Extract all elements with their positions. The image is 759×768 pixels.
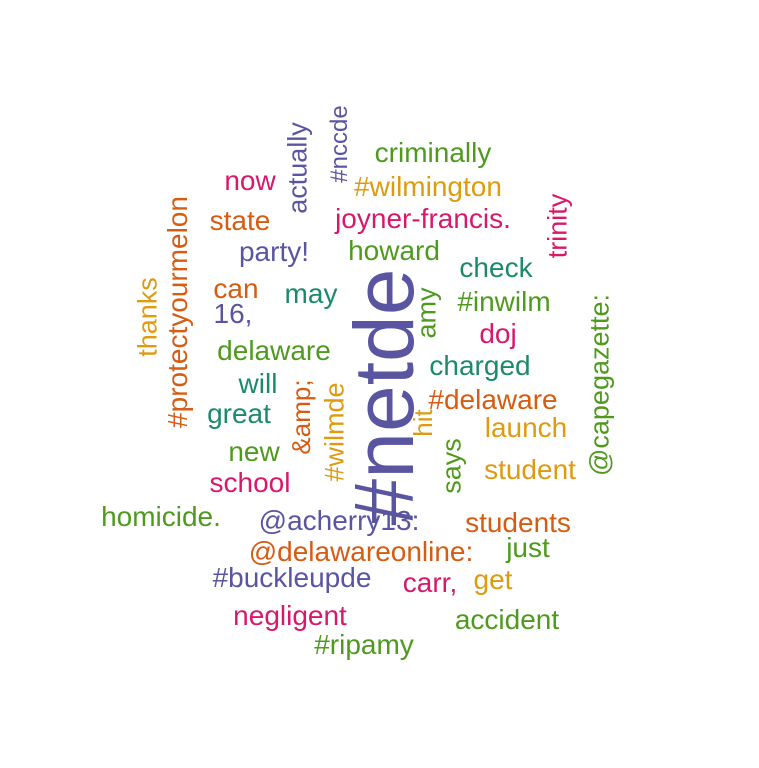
word-acherry13: @acherry13: <box>258 505 420 536</box>
word-negligent: negligent <box>233 600 347 631</box>
word-now: now <box>224 165 276 196</box>
word-amy: amy <box>411 287 442 339</box>
word-party: party! <box>238 236 310 267</box>
word-16: 16, <box>213 298 253 329</box>
word-delaware: delaware <box>217 335 331 366</box>
word-hit: hit <box>408 409 438 437</box>
word-great: great <box>207 398 271 429</box>
word-will: will <box>238 368 278 399</box>
word-get: get <box>473 564 513 595</box>
word-buckleupde: #buckleupde <box>212 562 372 593</box>
word-howard: howard <box>348 235 440 266</box>
word-inwilm: #inwilm <box>457 286 551 317</box>
word-nccde: #nccde <box>326 105 353 183</box>
word-actually: actually <box>282 122 313 214</box>
word-hash-delaware: #delaware <box>428 384 558 415</box>
word-check: check <box>459 252 533 283</box>
word-trinity: trinity <box>542 193 573 259</box>
word-thanks: thanks <box>132 277 163 357</box>
word-launch: launch <box>484 412 568 443</box>
word-new: new <box>228 436 280 467</box>
word-homicide: homicide. <box>101 501 221 532</box>
word-carr: carr, <box>402 567 458 598</box>
word-delawareonline: @delawareonline: <box>248 536 474 567</box>
word-says: says <box>436 438 467 494</box>
word-ripamy: #ripamy <box>314 629 414 660</box>
word-protectyourmelon: #protectyourmelon <box>162 196 193 428</box>
word-capegazette: @capegazette: <box>584 293 615 477</box>
word-wilmde: #wilmde <box>319 382 350 482</box>
word-criminally: criminally <box>374 137 492 168</box>
word-accident: accident <box>454 604 560 635</box>
word-students: students <box>465 507 571 538</box>
word-doj: doj <box>479 318 517 349</box>
word-charged: charged <box>429 350 531 381</box>
word-wilmington: #wilmington <box>354 171 502 202</box>
word-just: just <box>506 532 550 563</box>
word-may: may <box>284 278 338 309</box>
word-state: state <box>209 205 271 236</box>
word-joyner-francis: joyner-francis. <box>335 203 511 234</box>
word-student: student <box>484 454 576 485</box>
word-can: can <box>213 273 259 304</box>
word-amp: &amp; <box>286 379 316 455</box>
word-school: school <box>209 467 291 498</box>
